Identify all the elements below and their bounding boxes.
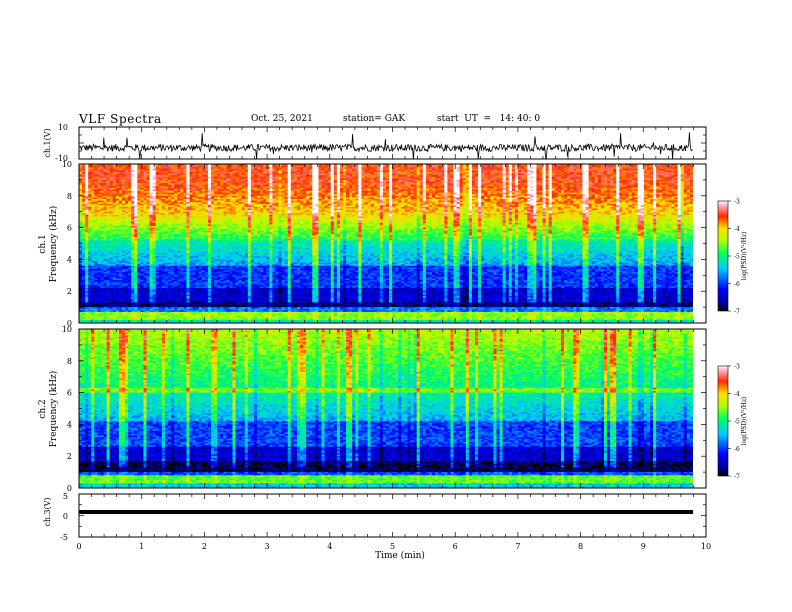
colorbar-tick-label: -4 — [734, 391, 740, 398]
freq-tick-label: 6 — [67, 224, 72, 233]
freq-tick-label: 4 — [67, 420, 72, 429]
date-label: Oct. 25, 2021 — [251, 114, 313, 124]
ch2-spectrogram-ylabel: ch.2 Frequency (kHz) — [38, 371, 59, 448]
time-tick-label: 0 — [76, 542, 81, 551]
ch3-ytick-bottom: -5 — [60, 533, 68, 542]
ch1-spectrogram-ylabel: ch.1 Frequency (kHz) — [38, 206, 59, 283]
ch2-spectrogram-heatmap — [79, 329, 706, 488]
ch2-ylabel-frequency: Frequency (kHz) — [48, 371, 59, 448]
ch3-waveform-panel: 5 0 -5 ch.3(V) 0 1 2 3 4 5 6 7 8 9 10 Time (min) — [43, 492, 711, 561]
colorbar-tick-label: -7 — [734, 474, 740, 481]
ch1-ylabel: ch.1(V) — [43, 128, 52, 157]
time-axis-tick-labels: 0 1 2 3 4 5 6 7 8 9 10 — [76, 542, 711, 551]
colorbar-tick-label: -7 — [734, 309, 740, 316]
freq-tick-label: 8 — [67, 357, 72, 366]
freq-tick-label: 10 — [62, 325, 72, 334]
ch1-spectrogram-heatmap — [79, 164, 706, 323]
time-tick-label: 2 — [202, 542, 207, 551]
colorbar-tick-label: -5 — [734, 419, 740, 426]
colorbar-tick-label: -6 — [734, 281, 740, 288]
ch1-ytick-top: 10 — [58, 123, 68, 132]
x-axis-label: Time (min) — [375, 550, 425, 561]
freq-tick-label: 8 — [67, 192, 72, 201]
time-tick-label: 5 — [390, 542, 395, 551]
freq-tick-label: 10 — [62, 160, 72, 169]
freq-tick-label: 6 — [67, 389, 72, 398]
figure-title: VLF Spectra — [79, 112, 162, 126]
ch3-ylabel: ch.3(V) — [43, 497, 52, 526]
ch2-colorbar-label: log(PSD)(V²/Hz) — [741, 397, 748, 446]
time-tick-label: 3 — [265, 542, 270, 551]
station-label: station= GAK — [343, 114, 405, 124]
time-tick-label: 8 — [578, 542, 583, 551]
freq-tick-label: 2 — [67, 452, 72, 461]
ch1-colorbar-label: log(PSD)(V²/Hz) — [741, 232, 748, 281]
ch3-ytick-mid: 0 — [63, 512, 68, 521]
freq-tick-label: 4 — [67, 255, 72, 264]
ch1-ylabel-channel: ch.1 — [38, 234, 48, 253]
time-tick-label: 1 — [139, 542, 144, 551]
time-tick-label: 4 — [327, 542, 332, 551]
colorbar-tick-label: -3 — [734, 364, 740, 371]
time-tick-label: 7 — [515, 542, 520, 551]
ch1-colorbar: -3 -4 -5 -6 -7 log(PSD)(V²/Hz) — [718, 199, 748, 316]
time-tick-label: 9 — [641, 542, 646, 551]
ch3-ytick-top: 5 — [63, 492, 68, 501]
ch1-ylabel-frequency: Frequency (kHz) — [48, 206, 59, 283]
ch2-ylabel-channel: ch.2 — [38, 399, 48, 418]
time-tick-label: 6 — [453, 542, 458, 551]
freq-tick-label: 2 — [67, 287, 72, 296]
colorbar-tick-label: -6 — [734, 446, 740, 453]
start-time-label: start UT = 14: 40: 0 — [437, 114, 540, 124]
colorbar-tick-label: -5 — [734, 254, 740, 261]
colorbar-tick-label: -3 — [734, 199, 740, 206]
ch2-colorbar: -3 -4 -5 -6 -7 log(PSD)(V²/Hz) — [718, 364, 748, 481]
time-tick-label: 10 — [701, 542, 711, 551]
ch1-waveform-panel: 10 -10 ch.1(V) — [43, 123, 706, 163]
colorbar-tick-label: -4 — [734, 226, 740, 233]
